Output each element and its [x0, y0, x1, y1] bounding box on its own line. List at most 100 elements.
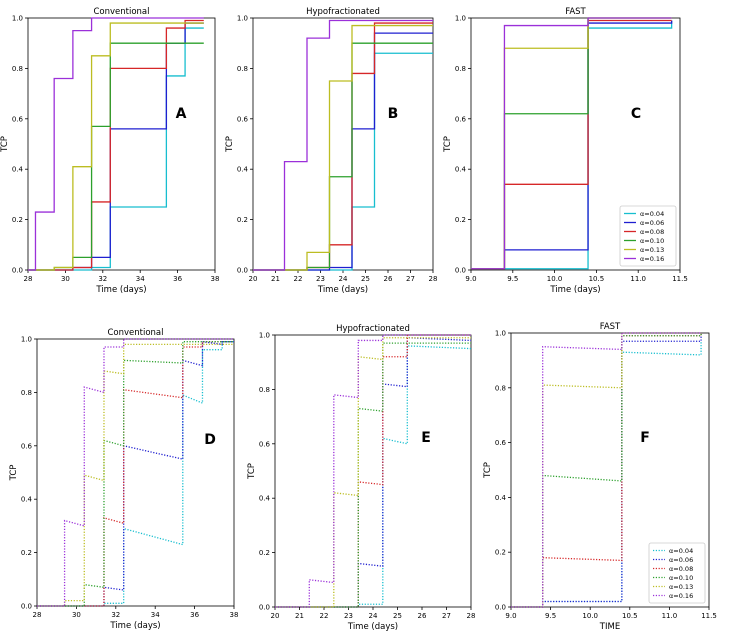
series-line-4: [275, 337, 471, 608]
x-tick-label: 10.5: [622, 612, 638, 620]
series-line-5: [275, 334, 471, 608]
x-tick-label: 36: [173, 275, 182, 283]
plot-area: [27, 17, 216, 271]
x-tick-label: 28: [24, 275, 33, 283]
legend-box: [648, 542, 706, 604]
y-axis-label: TCP: [483, 462, 493, 479]
chart-title: Conventional: [93, 7, 149, 17]
x-tick-label: 34: [151, 611, 160, 619]
x-tick-label: 32: [111, 611, 120, 619]
legend-box: [619, 205, 677, 267]
x-tick-label: 9.5: [545, 612, 556, 620]
x-tick-label: 10.0: [547, 275, 563, 283]
y-axis-label: TCP: [0, 136, 10, 153]
x-tick-label: 27: [406, 275, 415, 283]
x-tick-label: 20: [249, 275, 258, 283]
x-tick-label: 34: [136, 275, 145, 283]
x-tick-label: 25: [393, 612, 402, 620]
panel-c: 9.0 9.5 10.0 10.5 11.0 11.5 0.0 0.2 0.4 0.6 0.8 1.0…: [443, 7, 688, 295]
y-tick-label: 0.8: [12, 65, 23, 73]
y-tick-label: 0.6: [495, 439, 507, 447]
y-tick-label: 0.6: [12, 115, 24, 123]
y-axis-label: TCP: [443, 136, 453, 153]
legend-label: α=0.10: [640, 237, 664, 245]
legend-label: α=0.13: [669, 583, 693, 591]
y-tick-label: 0.0: [259, 604, 270, 612]
x-axis-label: Time (days): [109, 621, 160, 631]
x-tick-label: 21: [271, 275, 280, 283]
x-tick-label: 10.5: [589, 275, 605, 283]
x-tick-label: 21: [295, 612, 304, 620]
y-tick-label: 0.4: [21, 496, 33, 504]
panel-letter: A: [176, 106, 187, 122]
x-tick-label: 11.5: [701, 612, 717, 620]
y-tick-label: 0.0: [12, 267, 23, 275]
panel-letter: E: [421, 430, 431, 446]
series-line-5: [253, 19, 433, 271]
y-tick-label: 0.2: [21, 549, 32, 557]
y-tick-label: 0.8: [455, 65, 466, 73]
series-line-4: [37, 343, 234, 607]
panel-letter: F: [640, 430, 650, 446]
legend-label: α=0.08: [640, 228, 664, 236]
legend-label: α=0.06: [640, 219, 664, 227]
series-line-4: [28, 22, 204, 271]
panel-b: 20 21 22 23 24 25 26 27 28 0.0 0.2 0.4 0.6 0.8 1.0 Hypo…: [225, 7, 437, 295]
x-axis-label: TIME: [599, 622, 620, 632]
x-tick-label: 24: [339, 275, 348, 283]
y-axis-label: TCP: [9, 465, 19, 482]
x-tick-label: 32: [98, 275, 107, 283]
y-tick-label: 0.6: [259, 440, 271, 448]
y-tick-label: 0.0: [495, 604, 506, 612]
plot-area: [36, 338, 235, 607]
panel-letter: B: [388, 106, 399, 122]
x-axis-label: Time (days): [549, 285, 600, 295]
legend-label: α=0.13: [640, 246, 664, 254]
series-line-5: [28, 17, 204, 271]
legend-label: α=0.04: [669, 547, 693, 555]
legend: α=0.04α=0.06α=0.08α=0.10α=0.13α=0.16: [619, 205, 677, 267]
x-tick-label: 22: [294, 275, 303, 283]
y-tick-label: 1.0: [237, 15, 248, 23]
chart-title: Hypofractionated: [336, 324, 410, 334]
x-tick-label: 28: [429, 275, 438, 283]
x-axis-label: Time (days): [317, 285, 368, 295]
x-tick-label: 11.0: [630, 275, 646, 283]
y-tick-label: 1.0: [259, 332, 270, 340]
y-tick-label: 0.6: [237, 115, 249, 123]
series-line-0: [28, 27, 204, 271]
y-tick-label: 0.4: [455, 166, 467, 174]
y-tick-label: 0.4: [495, 494, 507, 502]
y-tick-label: 0.0: [21, 603, 32, 611]
y-tick-label: 0.2: [455, 216, 466, 224]
y-axis-label: TCP: [225, 136, 235, 153]
x-tick-label: 26: [418, 612, 427, 620]
x-tick-label: 27: [442, 612, 451, 620]
series-line-5: [511, 332, 702, 608]
y-tick-label: 1.0: [21, 336, 32, 344]
series-line-3: [275, 342, 471, 608]
chart-title: Hypofractionated: [306, 7, 380, 17]
x-tick-label: 9.0: [465, 275, 476, 283]
x-tick-label: 9.5: [507, 275, 518, 283]
y-tick-label: 0.8: [495, 384, 506, 392]
y-axis-label: TCP: [247, 463, 257, 480]
chart-title: FAST: [600, 322, 621, 332]
x-tick-label: 10.0: [582, 612, 598, 620]
legend-label: α=0.08: [669, 565, 693, 573]
x-axis-label: Time (days): [95, 285, 146, 295]
y-tick-label: 0.0: [455, 267, 466, 275]
x-tick-label: 23: [344, 612, 353, 620]
panel-letter: C: [631, 106, 641, 122]
legend-label: α=0.06: [669, 556, 693, 564]
series-line-2: [37, 341, 234, 607]
y-tick-label: 0.2: [495, 549, 506, 557]
y-tick-label: 0.2: [12, 216, 23, 224]
y-tick-label: 0.6: [21, 442, 33, 450]
plot-area: [274, 334, 472, 608]
series-line-5: [471, 17, 672, 270]
chart-title: FAST: [565, 7, 586, 17]
x-tick-label: 11.0: [662, 612, 678, 620]
plot-area: [252, 17, 434, 271]
